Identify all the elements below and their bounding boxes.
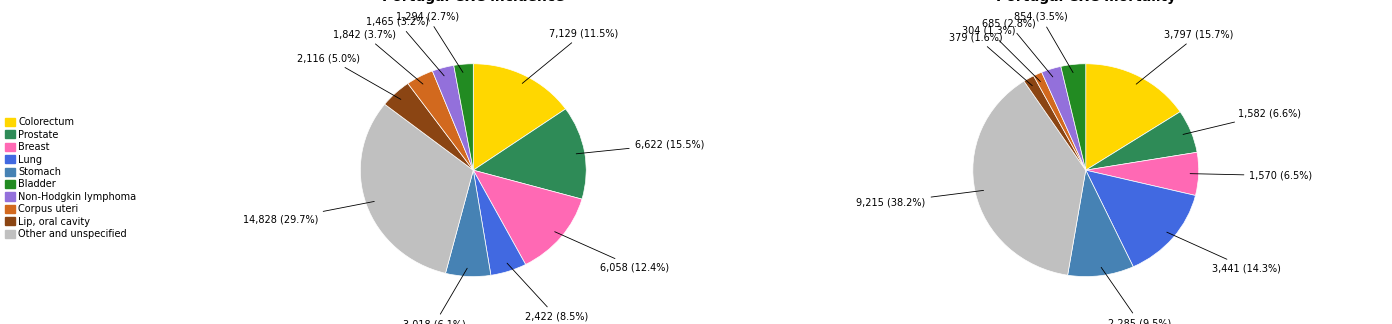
Wedge shape (1086, 64, 1180, 170)
Wedge shape (473, 64, 565, 170)
Wedge shape (1041, 66, 1086, 170)
Wedge shape (1086, 152, 1199, 195)
Text: 3,018 (6.1%): 3,018 (6.1%) (404, 268, 468, 324)
Text: 3,441 (14.3%): 3,441 (14.3%) (1166, 232, 1281, 273)
Text: 2,116 (5.0%): 2,116 (5.0%) (298, 53, 401, 99)
Wedge shape (433, 65, 473, 170)
Text: 2,422 (8.5%): 2,422 (8.5%) (507, 263, 587, 322)
Wedge shape (1025, 76, 1086, 170)
Text: 1,570 (6.5%): 1,570 (6.5%) (1190, 171, 1313, 181)
Text: 14,828 (29.7%): 14,828 (29.7%) (242, 202, 374, 225)
Wedge shape (473, 170, 526, 275)
Wedge shape (973, 81, 1086, 275)
Text: 7,129 (11.5%): 7,129 (11.5%) (522, 28, 618, 83)
Wedge shape (408, 71, 473, 170)
Wedge shape (454, 64, 473, 170)
Text: 6,058 (12.4%): 6,058 (12.4%) (554, 232, 670, 272)
Wedge shape (473, 109, 586, 199)
Text: 1,465 (3.2%): 1,465 (3.2%) (366, 17, 444, 76)
Title: Portugal CRC mortality: Portugal CRC mortality (995, 0, 1176, 4)
Wedge shape (1086, 112, 1197, 170)
Wedge shape (1086, 170, 1196, 267)
Text: 379 (1.6%): 379 (1.6%) (949, 32, 1033, 86)
Wedge shape (1061, 64, 1086, 170)
Text: 304 (1.3%): 304 (1.3%) (962, 26, 1040, 82)
Wedge shape (473, 170, 582, 264)
Text: 9,215 (38.2%): 9,215 (38.2%) (856, 191, 984, 207)
Wedge shape (445, 170, 491, 277)
Text: 1,582 (6.6%): 1,582 (6.6%) (1183, 109, 1302, 134)
Wedge shape (361, 104, 473, 273)
Text: 854 (3.5%): 854 (3.5%) (1013, 12, 1073, 73)
Text: 685 (2.8%): 685 (2.8%) (981, 18, 1052, 77)
Text: 6,622 (15.5%): 6,622 (15.5%) (576, 139, 704, 154)
Wedge shape (1034, 72, 1086, 170)
Text: 1,842 (3.7%): 1,842 (3.7%) (333, 29, 423, 84)
Legend: Colorectum, Prostate, Breast, Lung, Stomach, Bladder, Non-Hodgkin lymphoma, Corp: Colorectum, Prostate, Breast, Lung, Stom… (4, 117, 136, 239)
Wedge shape (384, 84, 473, 170)
Text: 1,294 (2.7%): 1,294 (2.7%) (395, 11, 464, 73)
Wedge shape (1068, 170, 1133, 277)
Text: 3,797 (15.7%): 3,797 (15.7%) (1136, 29, 1233, 84)
Text: 2,285 (9.5%): 2,285 (9.5%) (1101, 267, 1171, 324)
Title: Portugal CRC incidence: Portugal CRC incidence (381, 0, 565, 4)
